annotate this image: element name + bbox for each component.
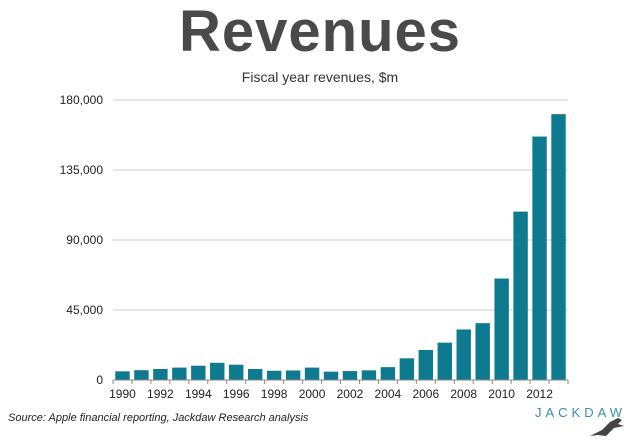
- bar-2005: [399, 358, 415, 380]
- x-tick-label: 1994: [185, 387, 212, 401]
- bar-2011: [513, 211, 528, 380]
- bar-1991: [134, 370, 149, 380]
- x-tick-label: 2002: [337, 387, 364, 401]
- bar-2008: [456, 329, 471, 380]
- bar-2004: [380, 367, 396, 380]
- x-tick-label: 2010: [488, 387, 515, 401]
- jackdaw-bird-icon: [590, 418, 624, 436]
- bar-2012: [532, 136, 547, 380]
- bar-1994: [191, 365, 206, 380]
- x-tick-label: 2012: [526, 387, 553, 401]
- y-tick-label: 90,000: [66, 233, 103, 247]
- y-tick-label: 0: [96, 373, 103, 387]
- y-tick-label: 135,000: [60, 163, 104, 177]
- x-tick-label: 1998: [261, 387, 288, 401]
- bar-2000: [304, 367, 320, 380]
- bar-2013: [551, 114, 566, 380]
- bar-1999: [285, 370, 301, 380]
- x-tick-label: 1992: [147, 387, 174, 401]
- bar-1995: [210, 362, 225, 380]
- bar-2002: [342, 371, 358, 380]
- bar-2003: [361, 370, 377, 380]
- bar-1992: [153, 368, 168, 380]
- bar-1998: [266, 370, 282, 380]
- chart-subtitle: Fiscal year revenues, $m: [241, 69, 399, 85]
- bar-2006: [418, 349, 434, 380]
- y-tick-label: 180,000: [60, 93, 104, 107]
- source-note: Source: Apple financial reporting, Jackd…: [8, 412, 309, 424]
- bar-1990: [115, 371, 130, 380]
- x-tick-label: 2004: [375, 387, 402, 401]
- bar-2001: [323, 371, 339, 380]
- x-tick-label: 2006: [412, 387, 439, 401]
- bar-2009: [475, 323, 490, 380]
- x-tick-label: 1990: [109, 387, 136, 401]
- page-title: Revenues: [178, 0, 462, 64]
- x-tick-label: 1996: [223, 387, 250, 401]
- x-tick-label: 2000: [299, 387, 326, 401]
- bar-2007: [437, 342, 452, 380]
- axes: 0 45,000 90,000 135,000 180,000 1990 1992 1994 1…: [60, 93, 569, 401]
- bar-1996: [229, 364, 244, 380]
- bar-2010: [494, 278, 509, 380]
- bar-1993: [172, 367, 187, 380]
- x-tick-label: 2008: [450, 387, 477, 401]
- brand-logo-text: JACKDAW: [535, 405, 627, 420]
- bar-1997: [247, 368, 263, 380]
- gridlines: [113, 99, 568, 311]
- y-tick-label: 45,000: [66, 303, 103, 317]
- bars: [115, 114, 566, 380]
